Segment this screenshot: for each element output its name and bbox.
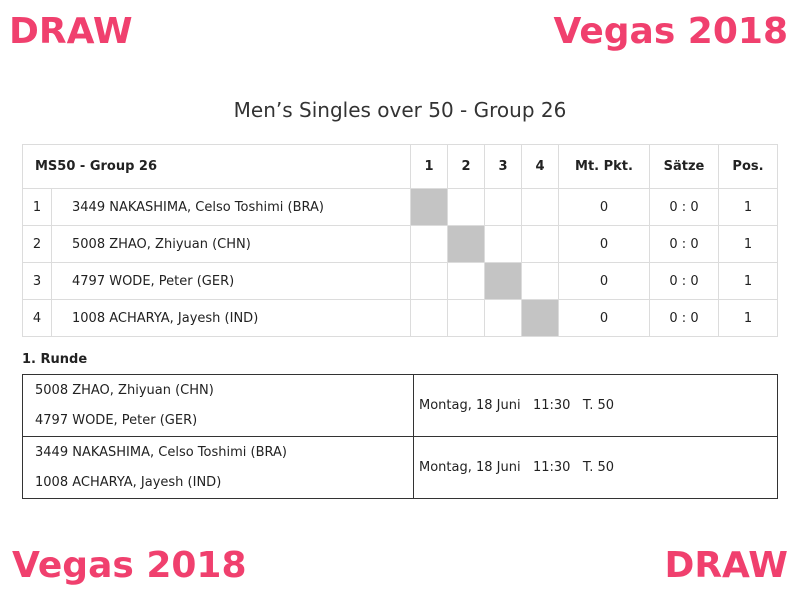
sets: 0 : 0	[649, 225, 719, 263]
match-player-1: 5008 ZHAO, Zhiyuan (CHN)	[35, 382, 214, 398]
group-standings-table: MS50 - Group 26 1 2 3 4 Mt. Pkt. Sätze P…	[22, 144, 778, 337]
match-players: 5008 ZHAO, Zhiyuan (CHN) 4797 WODE, Pete…	[22, 374, 414, 437]
match-player-2: 1008 ACHARYA, Jayesh (IND)	[35, 474, 222, 490]
self-match-cell	[484, 262, 522, 300]
match-info: Montag, 18 Juni 11:30 T. 50	[413, 436, 778, 499]
player-name: 4797 WODE, Peter (GER)	[51, 262, 411, 300]
match-info: Montag, 18 Juni 11:30 T. 50	[413, 374, 778, 437]
group-name-header: MS50 - Group 26	[22, 144, 411, 189]
result-cell	[521, 262, 559, 300]
match-row: 5008 ZHAO, Zhiyuan (CHN) 4797 WODE, Pete…	[22, 374, 778, 437]
match-points: 0	[558, 225, 650, 263]
result-cell	[484, 225, 522, 263]
match-player-2: 4797 WODE, Peter (GER)	[35, 412, 198, 428]
watermark-top-right: Vegas 2018	[553, 11, 788, 52]
player-name: 3449 NAKASHIMA, Celso Toshimi (BRA)	[51, 188, 411, 226]
self-match-cell	[521, 299, 559, 337]
sets: 0 : 0	[649, 299, 719, 337]
col-header-position: Pos.	[718, 144, 778, 189]
row-number: 4	[22, 299, 52, 337]
position: 1	[718, 225, 778, 263]
table-row: 3 4797 WODE, Peter (GER) 0 0 : 0 1	[22, 262, 778, 300]
position: 1	[718, 188, 778, 226]
result-cell	[410, 299, 448, 337]
player-name: 5008 ZHAO, Zhiyuan (CHN)	[51, 225, 411, 263]
match-schedule-table: 5008 ZHAO, Zhiyuan (CHN) 4797 WODE, Pete…	[22, 374, 778, 499]
self-match-cell	[410, 188, 448, 226]
match-player-1: 3449 NAKASHIMA, Celso Toshimi (BRA)	[35, 444, 287, 460]
col-header-4: 4	[521, 144, 559, 189]
result-cell	[410, 262, 448, 300]
col-header-sets: Sätze	[649, 144, 719, 189]
result-cell	[484, 188, 522, 226]
col-header-3: 3	[484, 144, 522, 189]
position: 1	[718, 299, 778, 337]
sets: 0 : 0	[649, 188, 719, 226]
self-match-cell	[447, 225, 485, 263]
table-row: 1 3449 NAKASHIMA, Celso Toshimi (BRA) 0 …	[22, 188, 778, 226]
player-name: 1008 ACHARYA, Jayesh (IND)	[51, 299, 411, 337]
result-cell	[410, 225, 448, 263]
group-header-row: MS50 - Group 26 1 2 3 4 Mt. Pkt. Sätze P…	[22, 144, 778, 189]
match-row: 3449 NAKASHIMA, Celso Toshimi (BRA) 1008…	[22, 436, 778, 499]
match-points: 0	[558, 188, 650, 226]
result-cell	[447, 299, 485, 337]
result-cell	[484, 299, 522, 337]
result-cell	[521, 188, 559, 226]
col-header-1: 1	[410, 144, 448, 189]
watermark-bottom-left: Vegas 2018	[12, 545, 247, 586]
page-title: Men’s Singles over 50 - Group 26	[233, 98, 567, 122]
match-points: 0	[558, 262, 650, 300]
round-label: 1. Runde	[22, 352, 88, 367]
row-number: 2	[22, 225, 52, 263]
result-cell	[521, 225, 559, 263]
table-row: 4 1008 ACHARYA, Jayesh (IND) 0 0 : 0 1	[22, 299, 778, 337]
match-players: 3449 NAKASHIMA, Celso Toshimi (BRA) 1008…	[22, 436, 414, 499]
table-row: 2 5008 ZHAO, Zhiyuan (CHN) 0 0 : 0 1	[22, 225, 778, 263]
col-header-match-points: Mt. Pkt.	[558, 144, 650, 189]
row-number: 1	[22, 188, 52, 226]
position: 1	[718, 262, 778, 300]
watermark-top-left: DRAW	[9, 11, 133, 52]
row-number: 3	[22, 262, 52, 300]
result-cell	[447, 188, 485, 226]
result-cell	[447, 262, 485, 300]
watermark-bottom-right: DRAW	[664, 545, 788, 586]
sets: 0 : 0	[649, 262, 719, 300]
col-header-2: 2	[447, 144, 485, 189]
match-points: 0	[558, 299, 650, 337]
